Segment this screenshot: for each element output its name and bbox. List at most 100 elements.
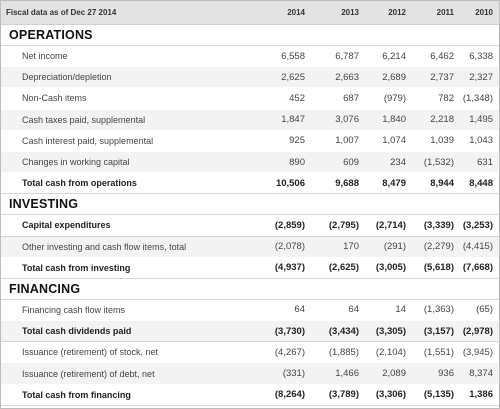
row-values: 890 609 234 (1,532) 631 xyxy=(246,157,499,168)
section-title: FINANCING xyxy=(9,281,81,296)
cell-value: (2,078) xyxy=(274,241,305,253)
section-header: OPERATIONS xyxy=(1,25,499,46)
table-row: Issuance (retirement) of stock, net (4,26… xyxy=(1,342,499,364)
cell-value: 1,495 xyxy=(469,114,493,126)
row-values: (4,267) (1,885) (2,104) (1,551) (3,945) xyxy=(246,347,499,358)
row-values: 6,558 6,787 6,214 6,462 6,338 xyxy=(246,51,499,62)
cell-value: 2,218 xyxy=(430,114,454,126)
row-values: 1,847 3,076 1,840 2,218 1,495 xyxy=(246,114,499,125)
total-row: Capital expenditures (2,859) (2,795) (2,714… xyxy=(1,215,499,237)
cell-value: (3,945) xyxy=(462,346,493,358)
cell-value: 936 xyxy=(438,368,454,380)
row-label: Capital expenditures xyxy=(22,220,111,231)
cell-value: 2,089 xyxy=(382,368,406,380)
cell-value: (3,434) xyxy=(328,325,359,337)
cell-value: 6,338 xyxy=(469,50,493,62)
cell-value: 8,448 xyxy=(469,177,493,189)
cell-value: 14 xyxy=(395,304,406,316)
cell-value: 609 xyxy=(343,156,359,168)
table-row: Cash interest paid, supplemental 925 1,007… xyxy=(1,130,499,152)
cell-value: (4,267) xyxy=(274,346,305,358)
cell-value: 2,737 xyxy=(430,71,454,83)
fiscal-date-label: Fiscal data as of Dec 27 2014 xyxy=(6,8,117,17)
total-row: Total cash dividends paid (3,730) (3,434) (… xyxy=(1,321,499,343)
cell-value: 631 xyxy=(477,156,493,168)
row-label: Financing cash flow items xyxy=(22,304,126,315)
row-values: (331) 1,466 2,089 936 8,374 xyxy=(246,368,499,379)
cell-value: (1,363) xyxy=(423,304,454,316)
cell-value: 6,462 xyxy=(430,50,454,62)
cell-value: (1,885) xyxy=(328,346,359,358)
year-header: 2010 xyxy=(475,8,493,17)
row-label: Changes in working capital xyxy=(22,157,130,168)
cell-value: (8,264) xyxy=(274,389,305,401)
cell-value: (3,005) xyxy=(375,262,406,274)
cell-value: (1,532) xyxy=(423,156,454,168)
cell-value: (3,339) xyxy=(423,219,454,231)
row-label: Cash interest paid, supplemental xyxy=(22,135,154,146)
table-row: Issuance (retirement) of debt, net (331) 1… xyxy=(1,363,499,385)
cell-value: (1,348) xyxy=(462,92,493,104)
cell-value: 6,558 xyxy=(281,50,305,62)
row-label: Total cash from financing xyxy=(22,389,131,400)
cell-value: (7,668) xyxy=(462,262,493,274)
row-values: 2,625 2,663 2,689 2,737 2,327 xyxy=(246,72,499,83)
row-label: Other investing and cash flow items, tot… xyxy=(22,241,187,252)
row-label: Cash taxes paid, supplemental xyxy=(22,114,146,125)
cell-value: (3,253) xyxy=(462,219,493,231)
cell-value: 8,374 xyxy=(469,368,493,380)
section-header: FINANCING xyxy=(1,278,499,300)
total-row: Total cash from investing (4,937) (2,625)(… xyxy=(1,257,499,279)
cell-value: (1,551) xyxy=(423,346,454,358)
cell-value: 1,007 xyxy=(335,135,359,147)
cell-value: 6,787 xyxy=(335,50,359,62)
cell-value: (291) xyxy=(383,241,406,253)
cell-value: (5,135) xyxy=(423,389,454,401)
cell-value: (3,305) xyxy=(375,325,406,337)
cell-value: 8,944 xyxy=(430,177,454,189)
cell-value: (979) xyxy=(383,92,406,104)
section-title: INVESTING xyxy=(9,197,79,212)
year-header: 2013 xyxy=(341,8,359,17)
cell-value: 2,663 xyxy=(335,71,359,83)
cell-value: (2,714) xyxy=(375,219,406,231)
cell-value: (3,306) xyxy=(375,389,406,401)
cell-value: (3,730) xyxy=(274,325,305,337)
cell-value: 782 xyxy=(438,92,454,104)
cell-value: (2,978) xyxy=(462,325,493,337)
cell-value: 234 xyxy=(390,156,406,168)
year-header: 2014 xyxy=(287,8,305,17)
table-row: Non-Cash items 452 687 (979) 782 (1,348) xyxy=(1,88,499,110)
row-label: Total cash from operations xyxy=(22,178,137,189)
cell-value: 2,689 xyxy=(382,71,406,83)
table-row: Other investing and cash flow items, tot… xyxy=(1,236,499,258)
table-row: Cash taxes paid, supplemental 1,847 3,076 1… xyxy=(1,109,499,131)
row-values: 452 687 (979) 782 (1,348) xyxy=(246,93,499,104)
row-values: (2,078) 170 (291) (2,279) (4,415) xyxy=(246,241,499,252)
cell-value: 1,466 xyxy=(335,368,359,380)
row-label: Issuance (retirement) of debt, net xyxy=(22,368,155,379)
cell-value: 64 xyxy=(348,304,359,316)
cell-value: 8,479 xyxy=(382,177,406,189)
total-row: Total cash from operations 10,506 9,688 8,4… xyxy=(1,173,499,195)
cell-value: 1,840 xyxy=(382,114,406,126)
cell-value: 925 xyxy=(289,135,305,147)
cell-value: (331) xyxy=(282,368,305,380)
row-values: (4,937) (2,625) (3,005) (5,618) (7,668) xyxy=(246,262,499,273)
table-row: Net income 6,558 6,787 6,214 6,462 6,338 xyxy=(1,46,499,68)
year-headers: 2014 2013 2012 2011 2010 xyxy=(246,8,499,17)
cell-value: 3,076 xyxy=(335,114,359,126)
cell-value: 170 xyxy=(343,241,359,253)
row-label: Non-Cash items xyxy=(22,93,87,104)
row-label: Net income xyxy=(22,51,68,62)
row-values: (8,264) (3,789) (3,306) (5,135) 1,386 xyxy=(246,389,499,400)
cell-value: 6,214 xyxy=(382,50,406,62)
cell-value: (3,157) xyxy=(423,325,454,337)
cell-value: (3,789) xyxy=(328,389,359,401)
cell-value: (2,625) xyxy=(328,262,359,274)
cell-value: 1,074 xyxy=(382,135,406,147)
cell-value: 890 xyxy=(289,156,305,168)
cell-value: (5,618) xyxy=(423,262,454,274)
row-label: Total cash dividends paid xyxy=(22,326,132,337)
cell-value: 1,847 xyxy=(281,114,305,126)
